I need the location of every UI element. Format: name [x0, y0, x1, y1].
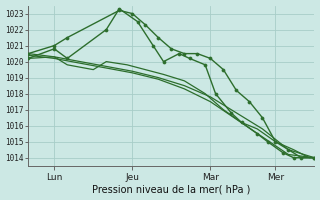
X-axis label: Pression niveau de la mer( hPa ): Pression niveau de la mer( hPa ) — [92, 184, 251, 194]
